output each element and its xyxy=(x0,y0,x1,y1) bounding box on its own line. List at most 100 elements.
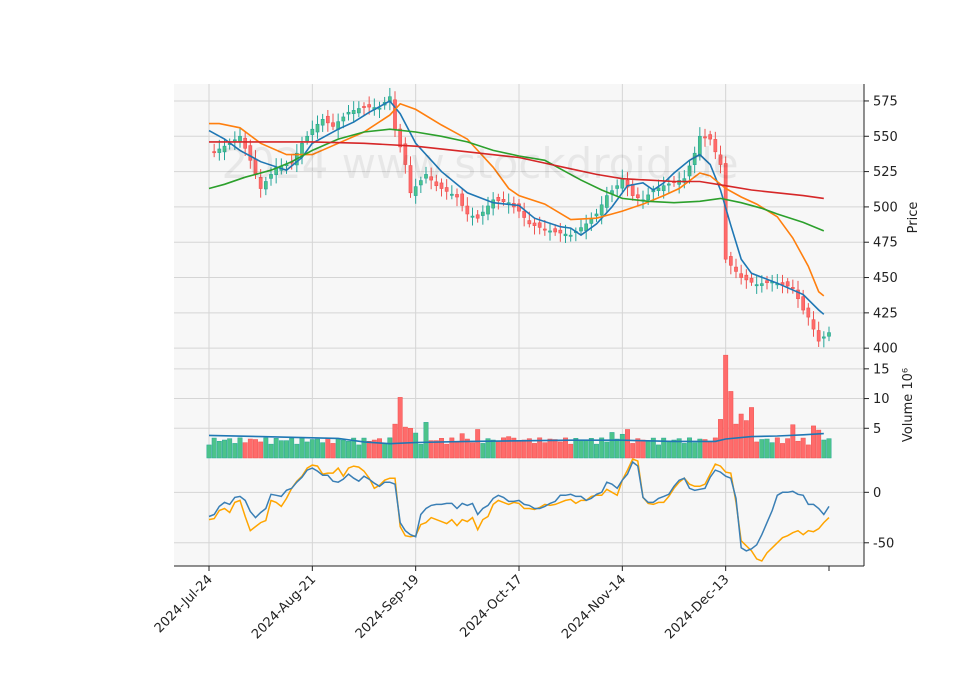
volume-bar-down xyxy=(428,440,434,459)
volume-bar-up xyxy=(304,441,310,459)
volume-bar-up xyxy=(650,437,656,459)
candle-up xyxy=(821,336,826,339)
volume-bar-up xyxy=(268,443,274,459)
volume-bar-up xyxy=(284,440,289,459)
volume-bar-up xyxy=(299,437,305,459)
volume-bar-down xyxy=(728,391,734,459)
candle-down xyxy=(439,182,444,189)
moving-average-long-line xyxy=(209,141,824,200)
candle-down xyxy=(718,154,723,165)
volume-bar-down xyxy=(501,437,506,459)
volume-bar-down xyxy=(702,439,708,459)
volume-bar-down xyxy=(253,439,258,459)
candle-down xyxy=(408,165,413,194)
x-tick-label: 2024-Oct-17 xyxy=(457,572,525,640)
volume-bar-up xyxy=(619,433,625,459)
volume-bar-up xyxy=(206,444,212,459)
volume-bar-up xyxy=(340,439,346,459)
candle-down xyxy=(362,106,366,108)
volume-bar-down xyxy=(568,443,574,459)
volume-bar-down xyxy=(754,441,760,459)
volume-bar-up xyxy=(382,443,388,459)
volume-bar-down xyxy=(552,439,558,459)
volume-bar-down xyxy=(366,441,372,459)
volume-bar-up xyxy=(692,442,698,459)
volume-bar-up xyxy=(211,437,217,459)
volume-bar-up xyxy=(588,438,594,459)
candle-up xyxy=(269,174,273,179)
volume-bar-down xyxy=(718,419,723,459)
volume-tick-label: 15 xyxy=(873,362,890,377)
volume-bar-up xyxy=(609,432,615,459)
volume-bar-up xyxy=(351,437,357,459)
volume-bar-down xyxy=(557,441,563,459)
volume-bar-down xyxy=(537,437,543,459)
volume-bar-down xyxy=(790,424,796,459)
volume-bar-down xyxy=(377,438,382,459)
volume-bar-down xyxy=(816,429,822,459)
volume-average-line xyxy=(208,432,824,445)
volume-bar-down xyxy=(625,429,630,459)
candle-up xyxy=(677,180,682,185)
candle-up xyxy=(589,218,594,224)
volume-bar-down xyxy=(780,443,785,459)
candle-down xyxy=(625,179,630,188)
volume-bar-down xyxy=(444,443,450,459)
candle-down xyxy=(434,181,439,187)
volume-bar-up xyxy=(769,442,775,459)
volume-bar-up xyxy=(387,437,393,459)
candle-up xyxy=(486,205,490,215)
candle-down xyxy=(465,205,470,215)
candle-down xyxy=(728,256,733,266)
volume-bar-down xyxy=(640,439,646,459)
candle-down xyxy=(398,128,403,148)
candle-up xyxy=(341,116,346,122)
candle-up xyxy=(491,199,496,209)
volume-bar-down xyxy=(521,439,527,459)
volume-bar-up xyxy=(661,437,667,459)
volume-bar-up xyxy=(480,443,486,459)
candle-down xyxy=(739,273,744,278)
candle-down xyxy=(444,187,449,192)
volume-bar-down xyxy=(733,423,739,459)
volume-bar-up xyxy=(485,438,491,459)
candle-down xyxy=(785,281,790,287)
candle-down xyxy=(248,145,253,161)
candle-down xyxy=(635,194,640,199)
volume-bar-down xyxy=(712,437,718,459)
volume-bar-down xyxy=(470,442,475,459)
candle-down xyxy=(790,287,795,289)
candle-up xyxy=(346,111,351,115)
volume-bar-up xyxy=(697,438,703,459)
volume-bar-down xyxy=(392,423,398,459)
volume-bar-up xyxy=(294,443,300,459)
watermark: 2024 www.stockdroid.de xyxy=(221,139,738,188)
volume-bar-up xyxy=(573,438,579,459)
oscillator-line-a xyxy=(208,460,830,552)
candle-up xyxy=(222,145,227,153)
volume-bar-up xyxy=(413,432,419,459)
candle-up xyxy=(754,284,759,287)
candle-up xyxy=(305,135,310,142)
volume-bar-up xyxy=(599,437,605,459)
volume-bar-down xyxy=(454,441,460,459)
price-tick-label: 450 xyxy=(873,271,898,286)
candle-up xyxy=(470,215,475,218)
candle-down xyxy=(325,115,330,124)
volume-bar-down xyxy=(743,420,749,459)
volume-bar-down xyxy=(506,436,512,459)
volume-bar-up xyxy=(320,442,326,459)
volume-bar-up xyxy=(237,437,243,459)
candle-down xyxy=(708,134,713,140)
volume-bar-down xyxy=(475,429,481,459)
candle-down xyxy=(460,193,465,206)
volume-bar-down xyxy=(449,437,455,459)
candle-down xyxy=(475,214,480,219)
volume-bar-down xyxy=(526,438,532,459)
volume-bar-up xyxy=(687,437,692,459)
volume-bar-up xyxy=(666,441,672,459)
candle-up xyxy=(697,135,702,157)
candle-down xyxy=(734,266,738,272)
candle-up xyxy=(599,204,604,216)
candle-up xyxy=(449,193,454,196)
